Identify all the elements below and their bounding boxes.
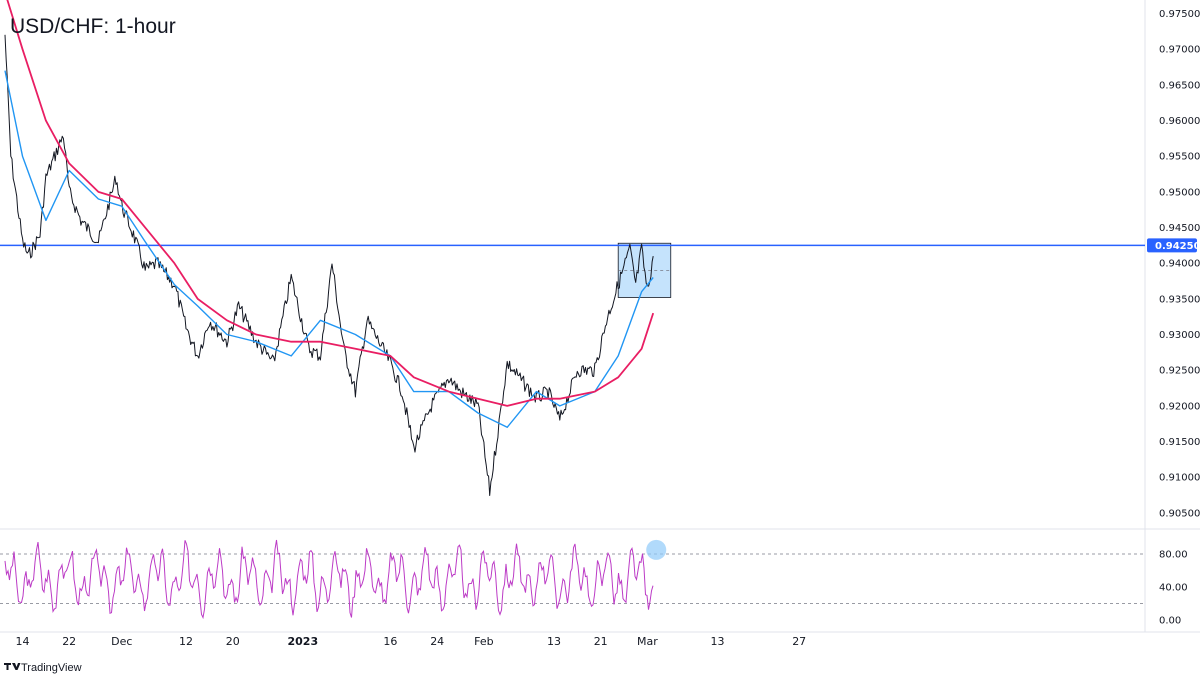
price-tick-label: 0.95000 [1159, 187, 1200, 198]
time-tick-label: 21 [594, 635, 608, 648]
time-tick-label: 22 [62, 635, 76, 648]
oscillator-tick-label: 0.00 [1159, 616, 1181, 627]
price-tick-label: 0.92000 [1159, 401, 1200, 412]
time-tick-label: 24 [430, 635, 444, 648]
time-axis[interactable]: 14 22 Dec 12 20 2023 16 24 Feb 13 21 Mar 13 27 [16, 635, 807, 648]
price-tick-label: 0.92500 [1159, 366, 1200, 377]
time-tick-label: 20 [226, 635, 240, 648]
price-tick-label: 0.93000 [1159, 330, 1200, 341]
price-tick-label: 0.94000 [1159, 259, 1200, 270]
price-tick-label: 0.97500 [1159, 9, 1200, 20]
oscillator-line [4, 539, 654, 620]
price-series [4, 0, 655, 496]
price-tag: 0.94250 [1147, 238, 1200, 253]
oscillator-tick-label: 80.00 [1159, 550, 1188, 561]
oscillator-tick-label: 40.00 [1159, 583, 1188, 594]
time-tick-label: 13 [547, 635, 561, 648]
tradingview-logo[interactable]: TradingView [4, 662, 82, 674]
oscillator-pane [0, 539, 1145, 620]
price-axis[interactable]: 0.97500 0.97000 0.96500 0.96000 0.95500 0.950… [1159, 9, 1200, 519]
fast-ma-line [4, 70, 654, 428]
time-tick-label: 2023 [287, 635, 318, 648]
time-tick-label: 12 [179, 635, 193, 648]
price-tag-label: 0.94250 [1155, 241, 1200, 252]
chart-title: USD/CHF: 1-hour [10, 15, 176, 38]
oscillator-axis[interactable]: 80.00 40.00 0.00 [1159, 550, 1188, 627]
price-tick-label: 0.91000 [1159, 473, 1200, 484]
price-tick-label: 0.94500 [1159, 223, 1200, 234]
time-tick-label: 16 [383, 635, 397, 648]
time-tick-label: Feb [474, 635, 493, 648]
slow-ma-line [6, 0, 655, 407]
tradingview-logo-text: TradingView [21, 662, 82, 674]
time-tick-label: 14 [16, 635, 30, 648]
price-tick-label: 0.91500 [1159, 437, 1200, 448]
price-tick-label: 0.95500 [1159, 152, 1200, 163]
tradingview-logo-icon [4, 663, 21, 670]
price-tick-label: 0.96000 [1159, 116, 1200, 127]
price-tag-background [1147, 238, 1197, 253]
price-line [4, 34, 654, 496]
price-tick-label: 0.93500 [1159, 294, 1200, 305]
time-tick-label: 27 [792, 635, 806, 648]
time-tick-label: Dec [111, 635, 132, 648]
price-tick-label: 0.96500 [1159, 80, 1200, 91]
oscillator-highlight-circle [646, 539, 667, 560]
time-tick-label: 13 [711, 635, 725, 648]
pane-borders [0, 0, 1200, 633]
time-tick-label: Mar [637, 635, 658, 648]
price-tick-label: 0.90500 [1159, 508, 1200, 519]
price-tick-label: 0.97000 [1159, 45, 1200, 56]
